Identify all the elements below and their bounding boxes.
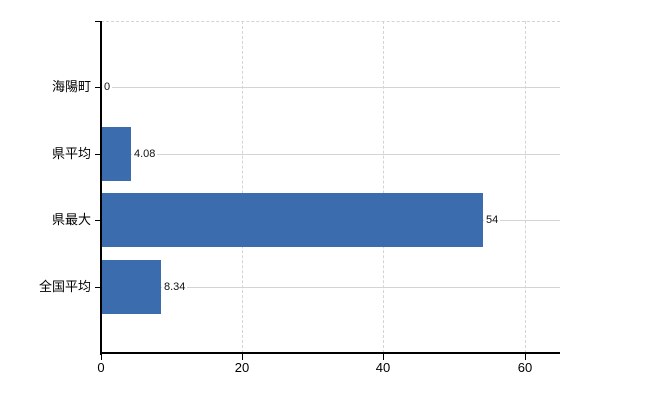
plot-top-border bbox=[101, 21, 560, 22]
x-axis-line bbox=[100, 352, 560, 354]
value-label: 8.34 bbox=[162, 279, 188, 295]
y-axis-line bbox=[100, 21, 102, 355]
x-tick-label: 60 bbox=[517, 360, 533, 375]
value-label: 4.08 bbox=[132, 146, 158, 162]
x-gridline bbox=[383, 21, 384, 353]
y-axis-tick bbox=[95, 87, 101, 88]
x-tick-label: 0 bbox=[97, 360, 105, 375]
bar bbox=[102, 260, 161, 314]
category-gridline bbox=[101, 154, 560, 155]
x-gridline bbox=[242, 21, 243, 353]
y-axis-tick bbox=[95, 287, 101, 288]
x-axis-tick bbox=[383, 354, 384, 360]
y-axis-tick bbox=[95, 154, 101, 155]
category-gridline bbox=[101, 287, 560, 288]
category-label: 海陽町 bbox=[51, 79, 91, 94]
x-tick-label: 20 bbox=[234, 360, 250, 375]
y-axis-tick bbox=[95, 220, 101, 221]
x-tick-label: 40 bbox=[375, 360, 391, 375]
category-label: 県最大 bbox=[51, 212, 91, 227]
x-axis-tick bbox=[525, 354, 526, 360]
x-axis-tick bbox=[242, 354, 243, 360]
category-label: 県平均 bbox=[51, 146, 91, 161]
category-label: 全国平均 bbox=[38, 279, 91, 294]
y-axis-end-tick bbox=[95, 21, 101, 22]
x-gridline bbox=[525, 21, 526, 353]
category-gridline bbox=[101, 87, 560, 88]
x-axis-tick bbox=[101, 354, 102, 360]
bar bbox=[102, 127, 131, 181]
value-label: 0 bbox=[102, 79, 113, 95]
value-label: 54 bbox=[484, 212, 501, 228]
bar bbox=[102, 193, 483, 247]
